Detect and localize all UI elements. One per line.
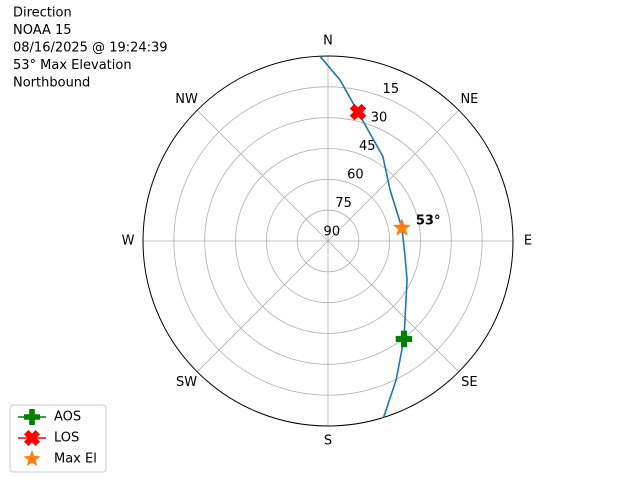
angle-tick-label: W — [122, 234, 135, 249]
legend-marker — [23, 450, 41, 467]
marker — [392, 218, 412, 236]
grid-ring — [235, 148, 421, 334]
grid-ring — [173, 86, 483, 396]
legend-label: Max El — [54, 452, 97, 467]
title-line: 08/16/2025 @ 19:24:39 — [13, 41, 168, 56]
radial-tick-label: 60 — [347, 167, 364, 182]
angle-tick-label: NE — [460, 92, 478, 107]
marker — [349, 103, 367, 121]
title-line: 53° Max Elevation — [13, 58, 132, 73]
radial-tick-label: 30 — [371, 110, 388, 125]
angle-tick-label: NW — [175, 92, 198, 107]
radial-tick-label: 75 — [335, 196, 352, 211]
angle-tick-label: S — [324, 434, 332, 449]
angle-tick-label: SW — [176, 375, 197, 390]
legend-label: AOS — [54, 410, 81, 425]
title-line: Northbound — [13, 76, 90, 91]
radial-tick-label: 45 — [359, 139, 376, 154]
grid-ring — [296, 209, 360, 273]
marker — [395, 330, 413, 348]
title-line: NOAA 15 — [13, 23, 72, 38]
outer-frame — [142, 55, 514, 427]
angle-tick-label: SE — [461, 375, 477, 390]
radial-tick-label: 90 — [324, 224, 341, 239]
legend-marker — [24, 430, 40, 446]
radial-tick-label: 15 — [383, 82, 400, 97]
annotation: 53° — [416, 213, 441, 228]
title-line: Direction — [13, 6, 72, 21]
legend-marker — [24, 409, 40, 425]
legend-label: LOS — [54, 431, 79, 446]
angle-tick-label: E — [524, 234, 532, 249]
angle-tick-label: N — [323, 34, 333, 49]
grid-ring — [204, 117, 452, 365]
grid-ring — [265, 178, 391, 304]
